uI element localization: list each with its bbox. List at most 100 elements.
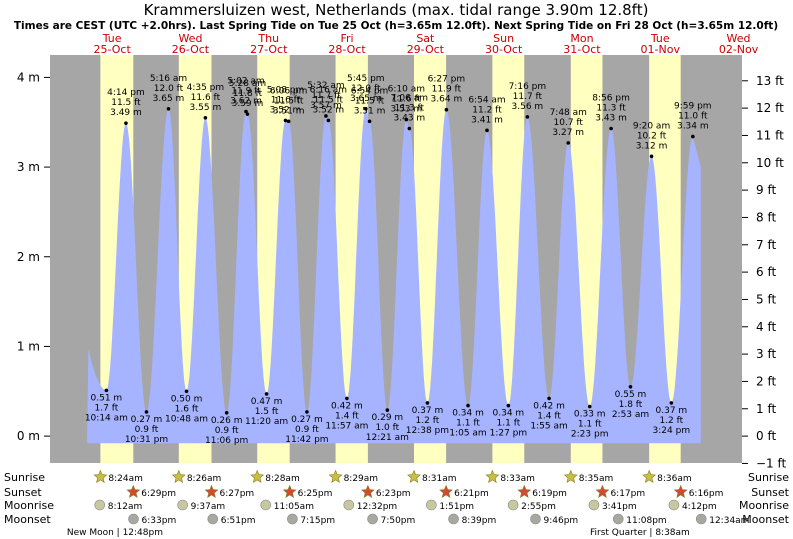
day-header-date: 26-Oct: [172, 43, 210, 56]
moonset-time: 7:15pm: [300, 516, 335, 526]
tide-point: [691, 134, 695, 139]
left-tick-label: 0 m: [17, 429, 40, 443]
tide-ft: 1.6 ft: [175, 404, 199, 414]
right-tick-label: 11 ft: [756, 128, 784, 142]
tide-ft: 1.1 ft: [578, 420, 602, 430]
tide-time: 6:06 pm: [270, 86, 308, 96]
tide-m: 0.37 m: [656, 406, 688, 416]
right-axis: −1 ft 0 ft 1 ft 2 ft 3 ft 4 ft 5 ft 6 ft 7 ft 8 f…: [742, 74, 787, 470]
tide-m: 3.65 m: [153, 94, 185, 104]
day-header-dow: Fri: [340, 32, 353, 45]
sunrise-star-icon: [563, 469, 578, 483]
row-label-left-sunrise: Sunrise: [4, 471, 45, 484]
moon-phase-first-quarter: First Quarter | 8:38am: [590, 528, 690, 538]
tide-ft: 0.9 ft: [215, 426, 239, 436]
tide-time: 10:31 pm: [125, 435, 168, 445]
day-header-dow: Sun: [493, 32, 514, 45]
day-header-dow: Thu: [257, 32, 279, 45]
tide-time: 6:54 pm: [351, 86, 389, 96]
tide-ft: 11.2 ft: [472, 105, 502, 115]
tide-m: 3.52 m: [313, 105, 345, 115]
tide-point: [407, 126, 412, 131]
sunrise-time: 8:28am: [265, 474, 300, 484]
day-header-date: 27-Oct: [250, 43, 288, 56]
sunrise-time: 8:24am: [108, 474, 143, 484]
moonrise-moon-icon: [343, 499, 355, 511]
sunset-time: 6:17pm: [610, 489, 645, 499]
sunrise-time: 8:33am: [500, 474, 535, 484]
tide-ft: 1.2 ft: [416, 416, 440, 426]
tide-time: 4:35 pm: [187, 83, 225, 93]
day-header-dow: Tue: [102, 32, 122, 45]
tide-time: 5:32 am: [307, 81, 344, 91]
day-header-date: 01-Nov: [641, 43, 681, 56]
tide-time: 5:45 pm: [347, 74, 385, 84]
right-tick-label: 0 ft: [756, 429, 776, 443]
moonset-moon-icon: [695, 513, 707, 525]
tide-point: [345, 396, 349, 401]
tide-point: [104, 388, 109, 393]
moonrise-time: 4:12pm: [682, 502, 717, 512]
tide-time: 1:55 am: [530, 421, 567, 431]
tide-point: [286, 119, 291, 124]
sunset-star-icon: [595, 484, 610, 498]
tide-ft: 11.0 ft: [678, 112, 708, 122]
tide-curve: [87, 108, 701, 444]
day-header-date: 28-Oct: [328, 43, 366, 56]
moonrise-moon-icon: [177, 499, 188, 511]
tide-ft: 11.6 ft: [392, 95, 422, 105]
moonrise-moon-icon: [507, 499, 519, 511]
moonset-time: 6:51pm: [221, 516, 256, 526]
sunset-time: 6:23pm: [376, 489, 411, 499]
tide-point: [245, 112, 250, 116]
moonset-moon-icon: [367, 513, 378, 525]
tide-ft: 11.9 ft: [432, 85, 462, 95]
tide-m: 0.42 m: [331, 401, 363, 411]
sunrise-star-icon: [485, 469, 500, 483]
tide-ft: 1.2 ft: [659, 416, 683, 426]
tide-ft: 11.9 ft: [231, 86, 261, 96]
tide-ft: 11.6 ft: [271, 95, 301, 105]
tide-ft: 1.7 ft: [95, 403, 119, 413]
moonrise-time: 11:05am: [274, 502, 314, 512]
tide-point: [367, 119, 372, 124]
tide-ft: 1.0 ft: [375, 423, 399, 433]
right-tick-label: 12 ft: [756, 101, 784, 115]
sunrise-time: 8:29am: [344, 474, 379, 484]
tide-ft: 12.0 ft: [154, 84, 184, 94]
tide-point: [506, 403, 511, 408]
moonset-time: 7:50pm: [381, 516, 416, 526]
tide-m: 3.51 m: [273, 106, 305, 116]
moonrise-time: 8:12am: [108, 502, 143, 512]
tide-point: [669, 401, 674, 405]
day-header-dow: Wed: [178, 32, 202, 45]
tide-m: 0.27 m: [131, 415, 163, 425]
tide-m: 3.53 m: [390, 105, 422, 115]
left-tick-label: 2 m: [17, 250, 40, 264]
left-tick-label: 1 m: [17, 339, 40, 353]
right-tick-label: 6 ft: [756, 265, 776, 279]
right-tick-label: 7 ft: [756, 238, 776, 252]
moonset-moon-icon: [612, 513, 624, 525]
sunrise-time: 8:31am: [422, 474, 457, 484]
tide-time: 1:05 am: [449, 429, 486, 439]
moonset-time: 12:34am: [709, 516, 749, 526]
tide-m: 3.27 m: [552, 128, 584, 138]
tide-time: 6:27 pm: [428, 75, 466, 85]
sunrise-time: 8:26am: [187, 474, 222, 484]
tide-point: [244, 109, 248, 114]
tide-point: [364, 107, 368, 111]
right-tick-label: −1 ft: [756, 456, 787, 470]
tide-point: [203, 115, 208, 120]
tide-time: 11:06 pm: [205, 436, 248, 446]
sunrise-star-icon: [407, 469, 421, 483]
tide-point: [326, 118, 331, 123]
moonrise-time: 1:51pm: [439, 502, 474, 512]
tide-ft: 1.4 ft: [335, 411, 359, 421]
day-headers: Tue25-OctWed26-OctThu27-OctFri28-OctSat2…: [94, 32, 759, 56]
tide-point: [609, 126, 613, 131]
moonrise-time: 9:37am: [191, 502, 226, 512]
moonset-time: 8:39pm: [462, 516, 497, 526]
